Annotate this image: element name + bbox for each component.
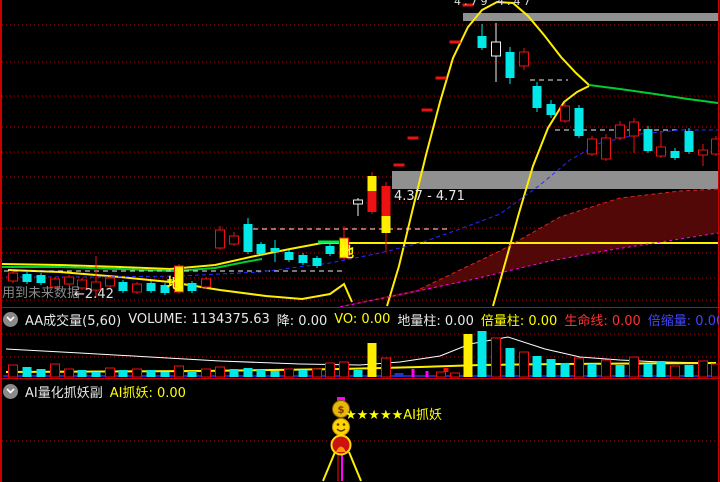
double-volume-bar-value: 倍量柱: 0.00	[480, 313, 558, 329]
drop-value: 降: 0.00	[276, 313, 328, 329]
life-line-value: 生命线: 0.00	[564, 313, 641, 329]
ai-indicator-title: AI量化抓妖副	[25, 385, 103, 401]
ai-signal-star-label: ★★★★★AI抓妖	[345, 408, 442, 423]
volume-value: VOLUME: 1134375.63	[128, 311, 270, 327]
chevron-down-icon	[6, 316, 15, 322]
top-price-label: 4.79 4.47	[454, 0, 534, 8]
shrink-volume-value: 倍缩量: 0.00	[647, 313, 719, 329]
ai-panel-header: AI量化抓妖副 AI抓妖: 0.00	[3, 381, 186, 401]
volume-indicator-title: AA成交量(5,60)	[25, 313, 122, 329]
money-bag-icon: $	[332, 397, 350, 418]
collapse-ai-panel-button[interactable]	[3, 383, 18, 399]
ground-volume-marker-2: 地	[340, 245, 354, 261]
vo-value: VO: 0.00	[334, 311, 391, 327]
ground-volume-marker-1: 地	[167, 276, 181, 292]
price-tag-label: ←2.42	[74, 287, 114, 302]
price-range-label: 4.37 - 4.71	[394, 189, 465, 204]
resistance-bands	[392, 13, 719, 189]
collapse-volume-panel-button[interactable]	[3, 311, 18, 327]
svg-text:$: $	[338, 405, 345, 416]
volume-panel-header: AA成交量(5,60) VOLUME: 1134375.63 降: 0.00 V…	[3, 309, 719, 329]
future-data-note: 用到未来数据	[2, 286, 81, 301]
candlesticks	[8, 3, 720, 297]
ai-signal-value: AI抓妖: 0.00	[109, 385, 186, 401]
ground-volume-bar-value: 地量柱: 0.00	[397, 313, 474, 329]
flame-badge-icon	[330, 434, 352, 456]
chevron-down-icon	[6, 388, 15, 394]
trend-wedge	[340, 189, 719, 307]
volume-bars	[8, 331, 720, 378]
